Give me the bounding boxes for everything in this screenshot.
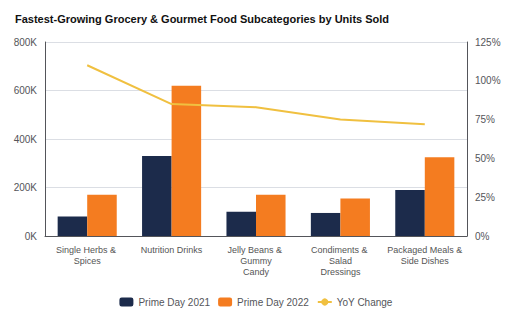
svg-text:Single Herbs &: Single Herbs & (56, 245, 119, 255)
svg-text:0%: 0% (475, 231, 490, 242)
svg-text:125%: 125% (475, 37, 501, 48)
svg-text:Dressings: Dressings (320, 267, 361, 277)
svg-text:Candy: Candy (243, 267, 270, 277)
svg-text:0K: 0K (25, 231, 38, 242)
svg-text:Spices: Spices (74, 256, 102, 266)
svg-text:Prime Day 2021: Prime Day 2021 (138, 297, 210, 308)
svg-text:YoY Change: YoY Change (337, 297, 393, 308)
svg-text:200K: 200K (14, 182, 38, 193)
svg-text:Salad: Salad (329, 256, 352, 266)
svg-text:400K: 400K (14, 134, 38, 145)
svg-text:Side Dishes: Side Dishes (401, 256, 450, 266)
svg-text:75%: 75% (475, 114, 495, 125)
svg-text:50%: 50% (475, 153, 495, 164)
svg-text:600K: 600K (14, 85, 38, 96)
svg-text:Nutrition Drinks: Nutrition Drinks (141, 245, 203, 255)
svg-text:800K: 800K (14, 37, 38, 48)
svg-text:Gummy: Gummy (240, 256, 272, 266)
svg-text:25%: 25% (475, 192, 495, 203)
svg-text:Condiments &: Condiments & (311, 245, 370, 255)
svg-text:Fastest-Growing Grocery & Gour: Fastest-Growing Grocery & Gourmet Food S… (15, 13, 389, 25)
svg-text:100%: 100% (475, 75, 501, 86)
svg-text:Jelly Beans &: Jelly Beans & (227, 245, 284, 255)
svg-text:Prime Day 2022: Prime Day 2022 (237, 297, 309, 308)
svg-text:Packaged Meals &: Packaged Meals & (387, 245, 462, 255)
